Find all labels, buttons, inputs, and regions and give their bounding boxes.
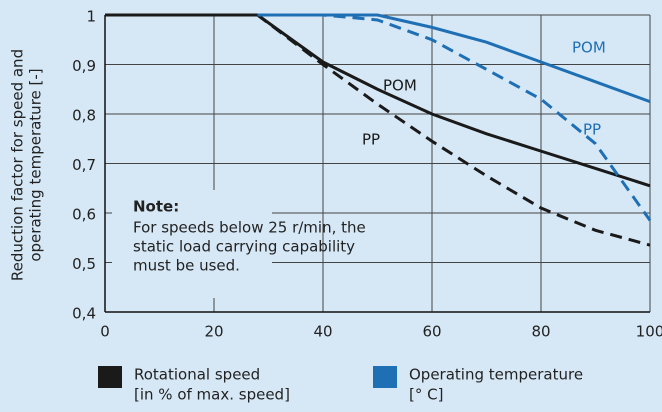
legend-swatch [98, 366, 122, 388]
series-label: POM [383, 77, 417, 95]
legend-label: Operating temperature [409, 366, 583, 384]
legend-label: [in % of max. speed] [134, 386, 290, 404]
legend-swatch [373, 366, 397, 388]
y-axis-label: Reduction factor for speed and [9, 49, 27, 281]
series-line [105, 13, 651, 247]
note-box [112, 190, 272, 298]
note-text: For speeds below 25 r/min, the [133, 219, 366, 237]
x-tick-label: 100 [636, 323, 662, 341]
y-tick-label: 0,4 [72, 305, 96, 323]
y-axis-label: operating temperature [-] [27, 68, 45, 261]
series-label: POM [572, 39, 606, 57]
x-tick-label: 80 [531, 323, 550, 341]
x-tick-label: 0 [100, 323, 110, 341]
series-label: PP [362, 131, 380, 149]
y-tick-label: 1 [86, 8, 96, 26]
legend-label: Rotational speed [134, 366, 260, 384]
note-title: Note: [133, 198, 179, 216]
series-line [257, 13, 652, 222]
x-tick-label: 60 [422, 323, 441, 341]
y-tick-label: 0,9 [72, 57, 96, 75]
legend-label: [° C] [409, 386, 443, 404]
x-tick-label: 40 [313, 323, 332, 341]
y-tick-label: 0,8 [72, 107, 96, 125]
y-tick-label: 0,6 [72, 206, 96, 224]
y-tick-label: 0,7 [72, 156, 96, 174]
series-line [257, 13, 651, 104]
x-tick-label: 20 [204, 323, 223, 341]
series-label: PP [583, 121, 601, 139]
note-text: static load carrying capability [133, 238, 355, 256]
note-text: must be used. [133, 257, 240, 275]
series-line [105, 13, 651, 188]
y-tick-label: 0,5 [72, 255, 96, 273]
